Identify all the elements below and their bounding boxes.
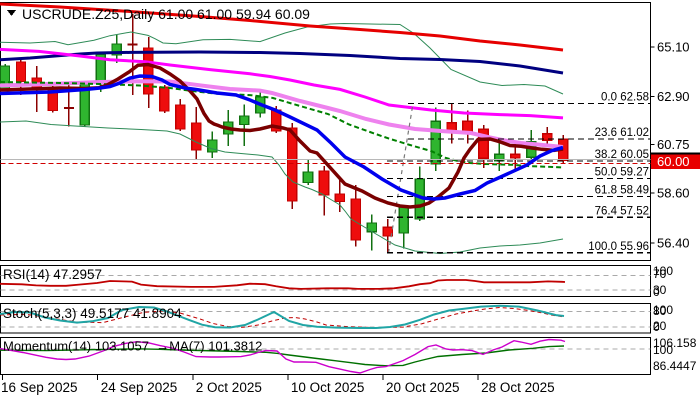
svg-text:2 Oct 2025: 2 Oct 2025 [196,380,262,395]
svg-text:100: 100 [653,303,673,317]
svg-text:16 Sep 2025: 16 Sep 2025 [1,380,78,395]
svg-text:RSI(14) 47.2957: RSI(14) 47.2957 [3,267,102,282]
svg-text:70: 70 [653,267,667,281]
svg-text:76.4 57.52: 76.4 57.52 [595,205,649,217]
svg-text:20: 20 [653,319,667,333]
svg-text:10 Oct 2025: 10 Oct 2025 [291,380,365,395]
svg-text:100.0 55.96: 100.0 55.96 [588,241,649,253]
svg-text:23.6 61.02: 23.6 61.02 [595,127,649,139]
svg-text:0: 0 [653,285,660,299]
svg-text:Stoch(5,3,3) 49.5177 41.8904: Stoch(5,3,3) 49.5177 41.8904 [3,306,182,321]
svg-text:100: 100 [653,264,673,278]
svg-text:28 Oct 2025: 28 Oct 2025 [481,380,555,395]
svg-text:60.00: 60.00 [657,154,690,169]
svg-text:38.2 60.05: 38.2 60.05 [595,149,649,161]
svg-text:56.40: 56.40 [657,236,690,251]
svg-text:Momentum(14) 103.1057 →MA(7): Momentum(14) 103.1057 →MA(7) 101.3812 [3,339,262,354]
svg-text:61.8 58.49: 61.8 58.49 [595,184,649,196]
svg-text:80: 80 [653,304,667,318]
svg-text:60.75: 60.75 [657,137,690,152]
svg-text:50.0 59.27: 50.0 59.27 [595,166,649,178]
svg-text:100: 100 [653,343,673,357]
svg-text:30: 30 [653,283,667,297]
svg-text:USCRUDE.Z25,Daily 61.00 61.00: USCRUDE.Z25,Daily 61.00 61.00 59.94 60.0… [22,6,310,22]
svg-text:62.90: 62.90 [657,89,690,104]
svg-text:24 Sep 2025: 24 Sep 2025 [101,380,178,395]
svg-text:58.60: 58.60 [657,186,690,201]
svg-text:65.10: 65.10 [657,40,690,55]
svg-text:106.158: 106.158 [653,336,697,350]
svg-text:86.4447: 86.4447 [653,359,697,373]
svg-text:20 Oct 2025: 20 Oct 2025 [386,380,460,395]
svg-text:0.0 62.58: 0.0 62.58 [601,92,649,104]
svg-text:0: 0 [653,320,660,334]
